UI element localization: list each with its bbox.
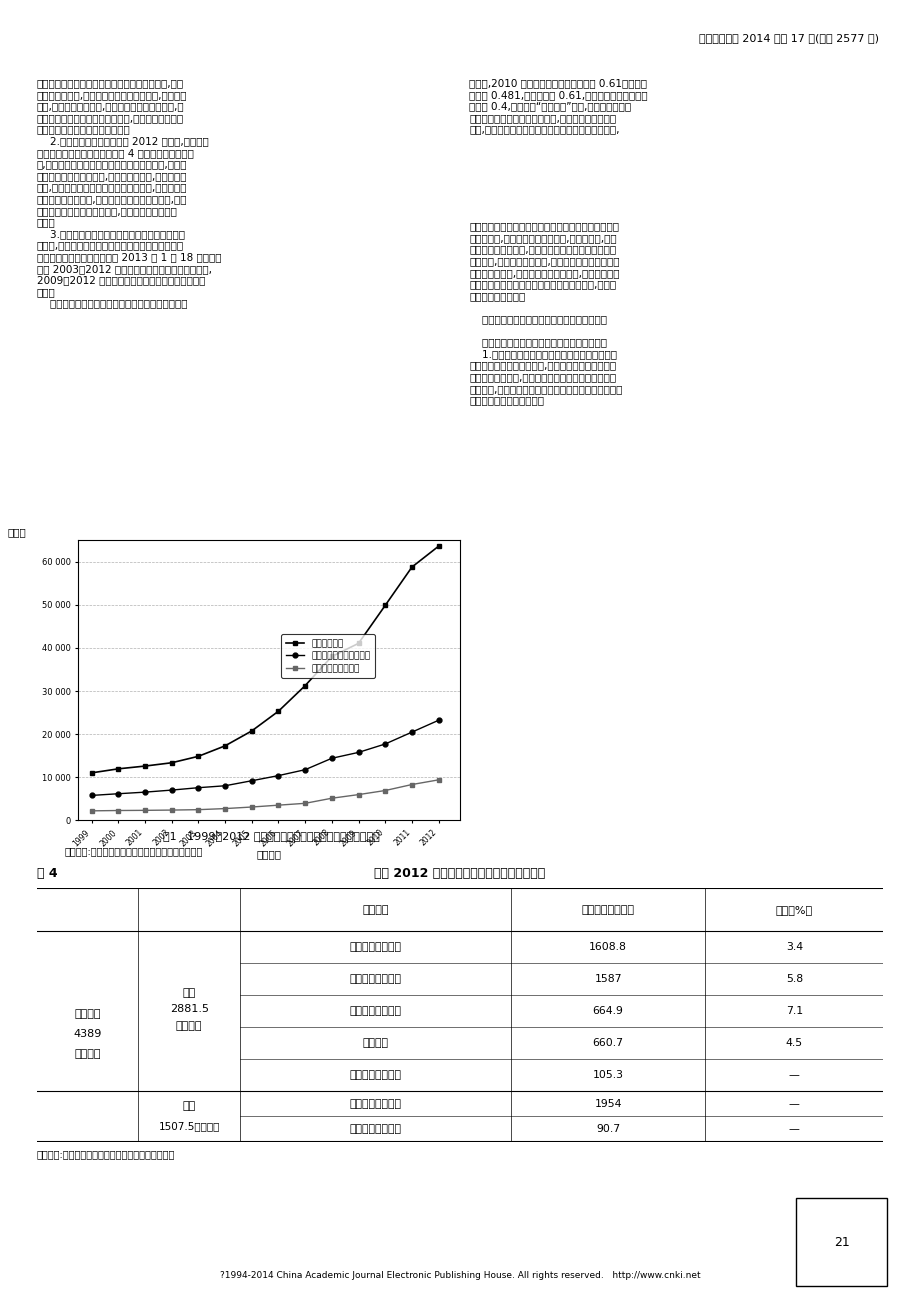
- 人均生产总值: [273, 703, 284, 719]
- 城镇居民人均可支配收入: [166, 783, 177, 798]
- Text: 职工基本养老保险: 职工基本养老保险: [349, 943, 401, 952]
- 人均生产总值: [113, 762, 124, 777]
- 城镇居民人均可支配收入: [220, 779, 231, 794]
- 农村居民人均纯收入: [406, 777, 417, 793]
- 农村居民人均纯收入: [140, 802, 151, 818]
- Text: 4389: 4389: [74, 1029, 102, 1039]
- 人均生产总值: [353, 635, 364, 651]
- Text: 7.1: 7.1: [785, 1006, 802, 1016]
- Text: —: —: [788, 1070, 799, 1081]
- 城镇居民人均可支配收入: [140, 784, 151, 799]
- Text: 90.7: 90.7: [596, 1124, 619, 1134]
- Text: 资料来源:据辽宁省政府网站统计公报整理计算编制。: 资料来源:据辽宁省政府网站统计公报整理计算编制。: [37, 1150, 175, 1160]
- Y-axis label: （元）: （元）: [7, 527, 26, 538]
- Text: 增长（%）: 增长（%）: [775, 905, 812, 914]
- 农村居民人均纯收入: [246, 799, 257, 815]
- Text: 1954: 1954: [594, 1099, 621, 1109]
- 人均生产总值: [166, 755, 177, 771]
- 农村居民人均纯收入: [166, 802, 177, 818]
- 农村居民人均纯收入: [433, 772, 444, 788]
- Text: ?1994-2014 China Academic Journal Electronic Publishing House. All rights reserv: ?1994-2014 China Academic Journal Electr…: [220, 1271, 699, 1280]
- 农村居民人均纯收入: [326, 790, 337, 806]
- 农村居民人均纯收入: [273, 797, 284, 812]
- Text: 农村: 农村: [182, 1101, 196, 1112]
- 人均生产总值: [300, 678, 311, 694]
- Legend: 人均生产总值, 城镇居民人均可支配收入, 农村居民人均纯收入: 人均生产总值, 城镇居民人均可支配收入, 农村居民人均纯收入: [281, 634, 374, 678]
- 人均生产总值: [380, 598, 391, 613]
- Text: —: —: [788, 1099, 799, 1109]
- Line: 人均生产总值: 人均生产总值: [89, 544, 440, 775]
- Text: 2881.5: 2881.5: [169, 1004, 209, 1013]
- 城镇居民人均可支配收入: [353, 745, 364, 760]
- 农村居民人均纯收入: [220, 801, 231, 816]
- Text: 图1   1999～2012 年辽宁省人均生产总值与居民收入变化趋势: 图1 1999～2012 年辽宁省人均生产总值与居民收入变化趋势: [163, 831, 380, 841]
- Line: 城镇居民人均可支配收入: 城镇居民人均可支配收入: [89, 717, 440, 798]
- 人均生产总值: [406, 560, 417, 575]
- Text: 报告称,2010 年中国家庭收入基尼系数为 0.61。不管是
官方的 0.481,还是民间的 0.61,都已大大超出国际公认
警戒线 0.4,是典型的“倒金字塔: 报告称,2010 年中国家庭收入基尼系数为 0.61。不管是 官方的 0.481…: [469, 78, 647, 134]
- 人均生产总值: [326, 648, 337, 664]
- 农村居民人均纯收入: [113, 803, 124, 819]
- Text: 常住人口: 常住人口: [74, 1009, 101, 1018]
- 农村居民人均纯收入: [193, 802, 204, 818]
- 人均生产总值: [193, 749, 204, 764]
- Text: 城镇: 城镇: [182, 988, 196, 999]
- Text: 截至 2012 年年底辽宁省人口及社会保障数据: 截至 2012 年年底辽宁省人口及社会保障数据: [374, 867, 545, 880]
- Text: 使大多数收入较低的居民认为自己就是穷人。而在我国
传统观念中,穷人是没有资本消费的,过低的收入,使他
们日子过得捉襟见肘,勉强通过自己的努力获得的一点
微薄收入: 使大多数收入较低的居民认为自己就是穷人。而在我国 传统观念中,穷人是没有资本消费…: [469, 221, 622, 405]
- Text: 居民基本医疗保险: 居民基本医疗保险: [349, 1006, 401, 1016]
- 农村居民人均纯收入: [86, 803, 97, 819]
- Text: 失业保险: 失业保险: [362, 1038, 388, 1048]
- 城镇居民人均可支配收入: [406, 724, 417, 740]
- 城镇居民人均可支配收入: [86, 788, 97, 803]
- Text: 1608.8: 1608.8: [588, 943, 627, 952]
- 城镇居民人均可支配收入: [433, 712, 444, 728]
- Text: —: —: [788, 1124, 799, 1134]
- 人均生产总值: [220, 738, 231, 754]
- Text: 经济研究参考 2014 年第 17 期(总第 2577 期): 经济研究参考 2014 年第 17 期(总第 2577 期): [698, 33, 878, 43]
- Text: 参保人数（万人）: 参保人数（万人）: [581, 905, 634, 914]
- X-axis label: （年份）: （年份）: [256, 849, 281, 859]
- Line: 农村居民人均纯收入: 农村居民人均纯收入: [89, 777, 440, 814]
- Text: 3.4: 3.4: [785, 943, 802, 952]
- 城镇居民人均可支配收入: [113, 786, 124, 802]
- 人均生产总值: [246, 723, 257, 738]
- 人均生产总值: [140, 758, 151, 773]
- Text: 甚至低于全国平均水平。形成这种局面的原因是,辽宁
省是老工业基地,分布着众多国有大中型企业,国企改革
之后,许多职工纷纷下岗,收入锐减。作为北方居民,多
数人没: 甚至低于全国平均水平。形成这种局面的原因是,辽宁 省是老工业基地,分布着众多国有…: [37, 78, 221, 309]
- 农村居民人均纯收入: [300, 796, 311, 811]
- 城镇居民人均可支配收入: [246, 773, 257, 789]
- Text: 1587: 1587: [594, 974, 621, 984]
- 农村居民人均纯收入: [380, 783, 391, 798]
- Text: 政府最低生活保障: 政府最低生活保障: [349, 1070, 401, 1081]
- Text: 105.3: 105.3: [592, 1070, 623, 1081]
- Text: （万人）: （万人）: [74, 1049, 101, 1060]
- 农村居民人均纯收入: [353, 786, 364, 802]
- 城镇居民人均可支配收入: [273, 768, 284, 784]
- 城镇居民人均可支配收入: [326, 750, 337, 766]
- Text: 资料来源:据辽宁省政府网站统计公报整理计算绘制。: 资料来源:据辽宁省政府网站统计公报整理计算绘制。: [64, 846, 202, 857]
- Text: 660.7: 660.7: [592, 1038, 623, 1048]
- 城镇居民人均可支配收入: [300, 762, 311, 777]
- Text: 新型农村合作医疗: 新型农村合作医疗: [349, 1099, 401, 1109]
- Text: 表 4: 表 4: [37, 867, 57, 880]
- Text: 1507.5（万人）: 1507.5（万人）: [158, 1121, 220, 1131]
- Text: 21: 21: [833, 1236, 849, 1249]
- 城镇居民人均可支配收入: [380, 736, 391, 751]
- Text: （万人）: （万人）: [176, 1021, 202, 1031]
- Text: 政府最低生活保障: 政府最低生活保障: [349, 1124, 401, 1134]
- Text: 664.9: 664.9: [592, 1006, 623, 1016]
- Text: 职工基本医疗保险: 职工基本医疗保险: [349, 974, 401, 984]
- 城镇居民人均可支配收入: [193, 780, 204, 796]
- 人均生产总值: [433, 538, 444, 553]
- Text: 参保项目: 参保项目: [362, 905, 388, 914]
- 人均生产总值: [86, 766, 97, 781]
- Text: 4.5: 4.5: [785, 1038, 802, 1048]
- Text: 5.8: 5.8: [785, 974, 802, 984]
